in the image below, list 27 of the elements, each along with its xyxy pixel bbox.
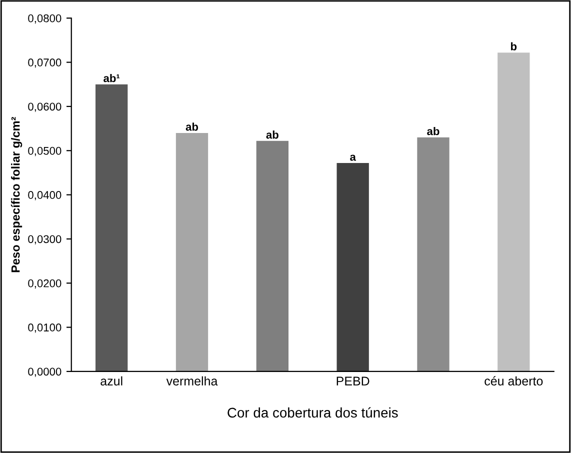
bar [96,84,128,372]
bar [417,137,450,372]
y-tick-label: 0,0000 [28,368,62,377]
bar [256,140,288,372]
annotation: ab [266,130,278,139]
y-tick-label: 0,0700 [28,58,62,68]
annotation: a [350,154,356,161]
y-tick-label: 0,0400 [28,191,62,200]
annotation: ab¹ [104,74,120,82]
annotation: ab [186,122,198,131]
x-tick-label: PEBD [336,376,370,386]
y-tick-label: 0,0500 [28,146,62,156]
x-tick-label: céu aberto [484,376,543,386]
y-tick-label: 0,0600 [28,102,62,112]
y-tick-label: 0,0100 [28,324,62,333]
bar [176,132,208,372]
annotation: ab [427,127,440,136]
y-axis-title: Peso específico foliar g/cm² [10,116,22,272]
y-tick-label: 0,0300 [28,235,62,244]
bar [336,162,369,372]
x-tick-label: vermelha [166,376,218,386]
y-tick-label: 0,0800 [28,14,62,24]
annotation: b [511,42,517,50]
bar [498,52,530,372]
y-tick-label: 0,0200 [28,279,62,289]
x-tick-label: azul [100,376,122,386]
x-axis-title: Cor da cobertura dos túneis [228,407,398,418]
